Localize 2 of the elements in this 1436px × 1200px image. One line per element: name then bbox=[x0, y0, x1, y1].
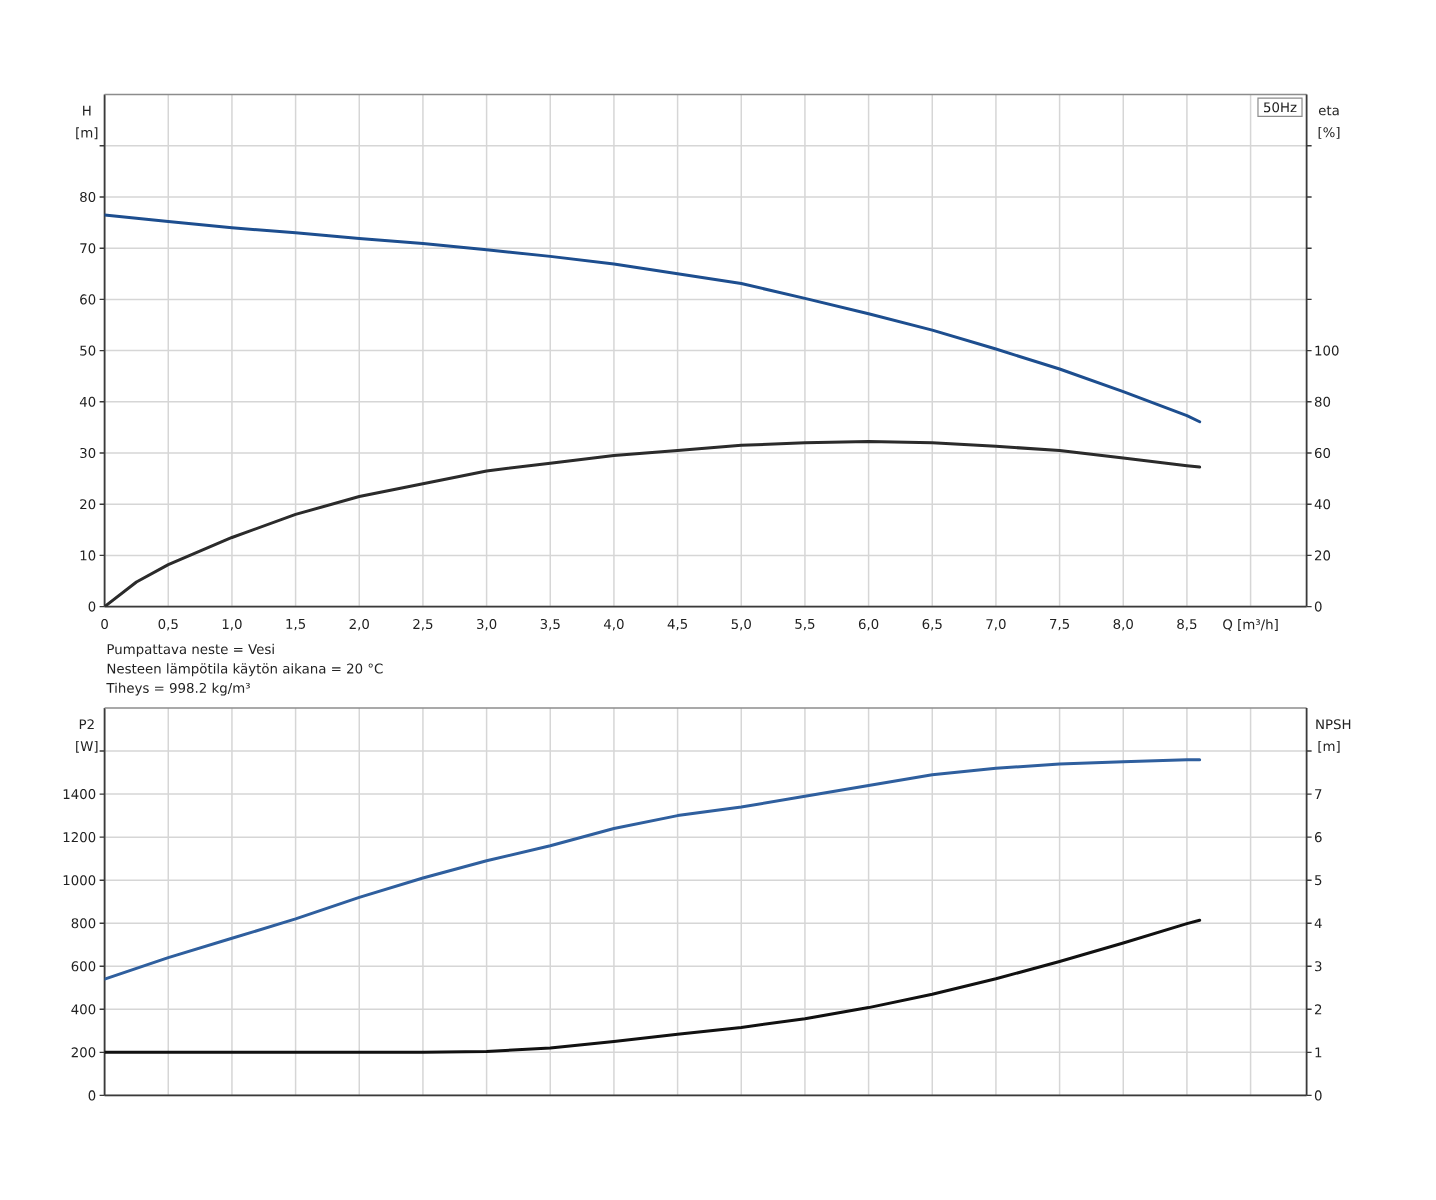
line-series bbox=[104, 439, 1202, 607]
line-series bbox=[104, 758, 1202, 981]
